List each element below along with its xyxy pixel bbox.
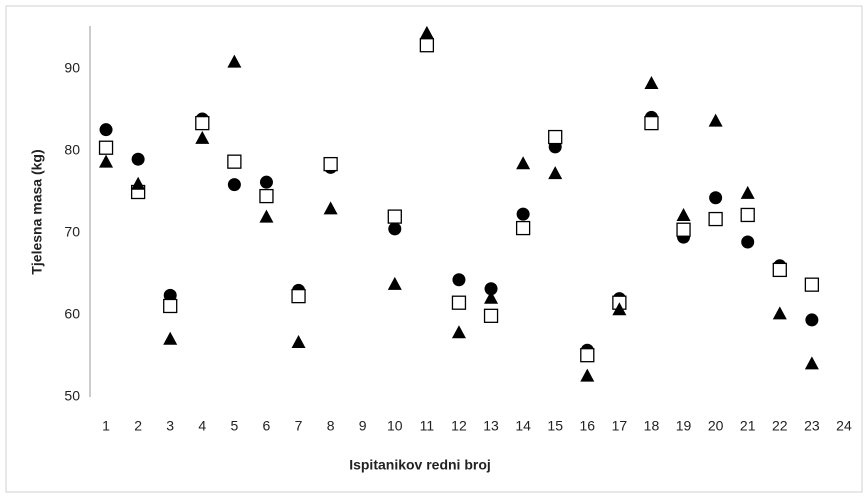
square-point <box>163 298 178 314</box>
square-point <box>676 222 691 237</box>
x-tick-label: 3 <box>166 418 174 434</box>
y-tick-label: 50 <box>64 388 80 404</box>
circle-point <box>516 207 530 221</box>
square-point <box>515 220 531 236</box>
x-tick-label: 6 <box>263 418 271 434</box>
x-tick-label: 13 <box>483 418 499 434</box>
x-tick-label: 17 <box>612 418 628 434</box>
triangle-point <box>163 331 178 345</box>
circle-point <box>163 288 177 302</box>
y-tick-label: 60 <box>64 306 80 322</box>
circle-point <box>259 175 273 189</box>
triangle-point <box>451 325 466 339</box>
circle-point <box>805 313 819 327</box>
x-tick-label: 22 <box>772 418 788 434</box>
x-tick-label: 11 <box>420 418 435 434</box>
square-point <box>772 262 787 278</box>
square-point <box>419 38 435 53</box>
circle-point <box>452 273 466 287</box>
circle-point <box>484 282 498 296</box>
x-tick-label: 18 <box>644 418 660 434</box>
triangle-point <box>580 368 595 382</box>
circle-point <box>709 191 723 205</box>
y-axis-label: Tjelesna masa (kg) <box>29 149 45 274</box>
square-point <box>740 207 755 223</box>
x-tick-label: 4 <box>198 418 206 434</box>
circle-point <box>741 235 755 249</box>
x-tick-label: 24 <box>836 418 852 434</box>
x-tick-label: 10 <box>387 418 403 434</box>
triangle-point <box>612 302 627 316</box>
x-tick-label: 14 <box>515 418 531 434</box>
triangle-point <box>131 176 146 190</box>
triangle-point <box>708 113 723 127</box>
triangle-point <box>99 154 114 168</box>
triangle-point <box>548 166 563 180</box>
x-tick-label: 15 <box>547 418 563 434</box>
triangle-point <box>484 290 499 304</box>
square-point <box>451 295 467 310</box>
y-tick-label: 80 <box>64 142 80 158</box>
triangle-point <box>804 356 819 370</box>
x-tick-label: 7 <box>295 418 303 434</box>
x-tick-label: 2 <box>134 418 142 434</box>
y-tick-label: 70 <box>64 224 80 240</box>
square-point <box>291 288 306 304</box>
square-point <box>227 154 242 169</box>
x-tick-label: 5 <box>230 418 238 434</box>
x-tick-label: 9 <box>359 418 367 434</box>
circle-point <box>227 178 241 192</box>
x-tick-label: 23 <box>804 418 820 434</box>
square-point <box>195 115 210 131</box>
circle-point <box>131 152 145 166</box>
triangle-point <box>195 130 210 144</box>
square-point <box>259 188 274 204</box>
square-point <box>580 348 595 363</box>
triangle-point <box>644 75 659 89</box>
triangle-point <box>740 185 755 199</box>
square-point <box>323 156 338 172</box>
square-point <box>548 129 563 145</box>
square-point <box>387 209 402 224</box>
square-point <box>98 140 114 155</box>
triangle-point <box>323 201 338 215</box>
x-tick-label: 8 <box>327 418 335 434</box>
x-axis-label: Ispitanikov redni broj <box>349 457 491 473</box>
square-point <box>483 308 499 323</box>
triangle-point <box>516 156 531 170</box>
triangle-point <box>772 306 787 320</box>
x-tick-label: 1 <box>102 418 110 434</box>
square-point <box>804 277 820 292</box>
x-tick-label: 21 <box>740 418 756 434</box>
y-tick-label: 90 <box>64 60 80 76</box>
x-tick-label: 20 <box>708 418 724 434</box>
square-point <box>708 211 723 227</box>
circle-point <box>99 123 113 137</box>
triangle-point <box>227 54 242 68</box>
square-point <box>644 115 659 131</box>
triangle-point <box>419 25 434 39</box>
x-tick-label: 16 <box>580 418 596 434</box>
x-tick-label: 19 <box>676 418 692 434</box>
x-tick-label: 12 <box>451 418 467 434</box>
circle-point <box>388 222 402 236</box>
triangle-point <box>676 207 691 221</box>
triangle-point <box>291 335 306 349</box>
triangle-point <box>387 276 402 290</box>
chart-frame <box>5 5 863 493</box>
triangle-point <box>259 209 274 223</box>
